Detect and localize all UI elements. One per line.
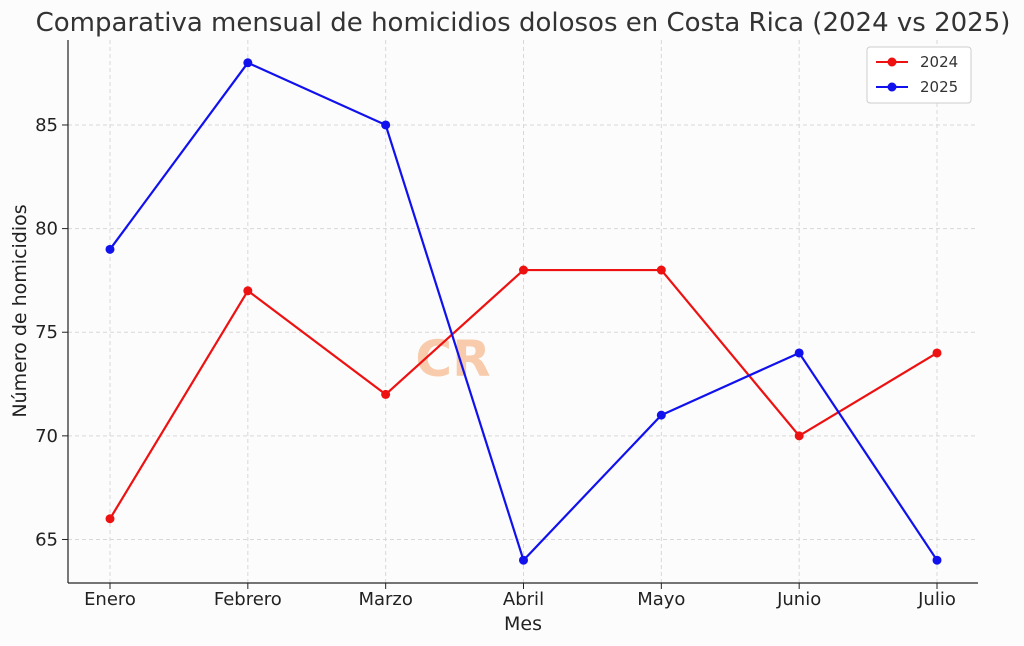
data-point-2024 (105, 514, 115, 524)
data-point-2024 (656, 265, 666, 275)
grid-lines (68, 40, 978, 583)
chart-title: Comparativa mensual de homicidios doloso… (36, 8, 1011, 38)
data-point-2025 (105, 244, 115, 254)
data-point-2025 (243, 58, 253, 68)
x-tick-label: Mayo (637, 589, 685, 610)
data-point-2025 (932, 555, 942, 565)
x-tick-label: Abril (503, 589, 544, 610)
x-tick-label: Febrero (214, 589, 282, 610)
x-tick-label: Marzo (358, 589, 412, 610)
x-axis-label: Mes (504, 613, 542, 635)
data-point-2025 (794, 348, 804, 358)
y-tick-label: 70 (35, 426, 58, 447)
x-tick-label: Junio (776, 589, 821, 610)
data-point-2024 (519, 265, 528, 275)
data-point-2025 (656, 410, 666, 420)
y-axis-label: Número de homicidios (9, 204, 31, 417)
x-tick-label: Enero (84, 589, 136, 610)
data-series (105, 58, 942, 565)
y-ticks: 65 70 75 80 85 (35, 115, 68, 550)
x-tick-label: Julio (917, 589, 956, 610)
legend-marker-2024 (887, 57, 897, 67)
data-point-2024 (932, 348, 942, 358)
x-ticks: Enero Febrero Marzo Abril Mayo Junio Julio (84, 583, 956, 610)
data-point-2024 (381, 389, 391, 399)
y-tick-label: 65 (35, 529, 58, 550)
legend-marker-2025 (887, 82, 897, 92)
legend-label-2024: 2024 (920, 53, 958, 71)
data-point-2025 (381, 120, 391, 130)
data-point-2024 (243, 286, 253, 296)
data-point-2024 (794, 431, 804, 441)
legend-label-2025: 2025 (920, 78, 958, 96)
y-tick-label: 85 (35, 115, 58, 136)
data-point-2025 (519, 555, 528, 565)
y-tick-label: 80 (35, 219, 58, 240)
legend: 2024 2025 (866, 46, 972, 104)
y-tick-label: 75 (35, 322, 58, 343)
